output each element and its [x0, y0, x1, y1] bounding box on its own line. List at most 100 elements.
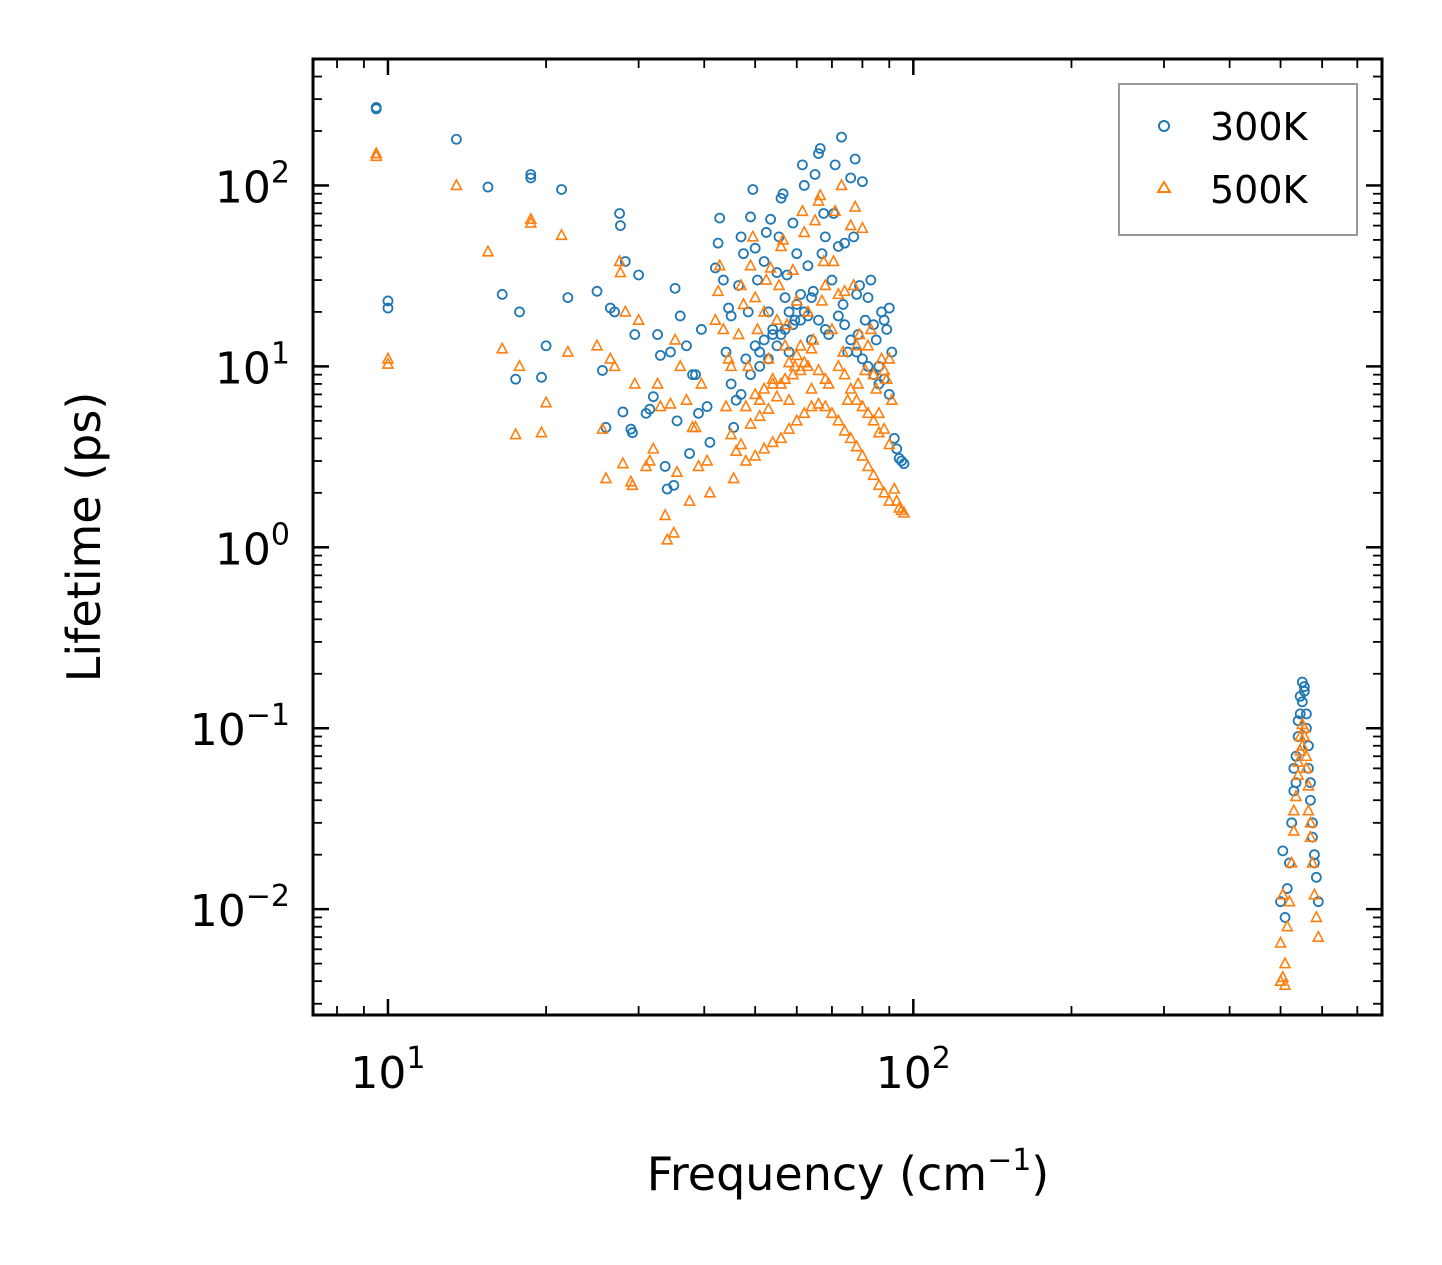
data-point-300k: [745, 211, 756, 223]
major-ticks: [313, 59, 1382, 1015]
data-point-300k: [701, 401, 713, 412]
data-point-300k: [878, 314, 890, 326]
data-point-500k: [838, 284, 851, 297]
data-point-500k: [872, 425, 886, 438]
data-point-500k: [603, 351, 617, 364]
data-point-300k: [536, 371, 547, 383]
data-point-500k: [812, 396, 825, 409]
data-point-500k: [668, 332, 682, 345]
data-point-500k: [734, 278, 748, 291]
data-point-500k: [838, 423, 851, 436]
data-point-500k: [1311, 929, 1325, 942]
data-point-500k: [856, 399, 869, 412]
data-point-500k: [819, 399, 832, 412]
data-point-500k: [658, 508, 672, 521]
data-point-500k: [815, 293, 829, 306]
x-tick-label: 101: [350, 1041, 425, 1099]
data-point-500k: [654, 399, 667, 412]
data-point-300k: [806, 292, 817, 303]
data-point-500k: [801, 359, 815, 372]
data-point-500k: [643, 453, 657, 466]
data-point-500k: [805, 381, 818, 394]
data-point-300k: [614, 208, 625, 219]
data-point-500k: [711, 284, 725, 297]
data-point-500k: [882, 351, 896, 364]
data-point-500k: [739, 453, 753, 466]
data-point-500k: [613, 254, 626, 267]
data-point-500k: [782, 421, 796, 434]
data-point-300k: [797, 159, 808, 171]
data-point-300k: [849, 153, 861, 165]
data-point-500k: [1287, 823, 1301, 836]
data-point-500k: [797, 225, 811, 238]
data-point-500k: [861, 338, 875, 351]
data-point-500k: [867, 468, 880, 481]
data-point-300k: [795, 288, 806, 300]
data-point-300k: [798, 180, 810, 191]
data-point-300k: [779, 292, 791, 303]
data-point-500k: [381, 356, 395, 369]
data-point-500k: [864, 322, 878, 335]
data-point-500k: [667, 525, 681, 538]
data-point-300k: [451, 133, 462, 145]
data-point-300k: [709, 262, 721, 274]
data-point-300k: [802, 260, 814, 272]
data-point-500k: [877, 485, 891, 498]
data-point-300k: [671, 415, 683, 427]
data-point-500k: [1276, 970, 1290, 983]
data-point-500k: [890, 493, 904, 506]
data-point-500k: [727, 471, 740, 484]
data-point-300k: [814, 143, 826, 154]
data-point-500k: [757, 304, 771, 317]
data-point-300k: [791, 248, 803, 260]
data-point-300k: [1310, 871, 1322, 883]
legend-label-300k: 300K: [1210, 105, 1309, 149]
data-point-500k: [790, 293, 804, 306]
data-point-500k: [695, 376, 708, 389]
series-500k-points: [369, 146, 1325, 990]
data-point-300k: [690, 369, 701, 381]
data-point-500k: [535, 425, 548, 438]
data-point-300k: [629, 329, 641, 340]
data-point-300k: [735, 231, 747, 243]
data-point-300k: [783, 306, 795, 318]
data-point-300k: [1277, 845, 1289, 857]
data-point-500k: [766, 435, 780, 448]
data-point-500k: [647, 441, 660, 454]
data-point-500k: [651, 376, 664, 389]
data-point-500k: [776, 232, 790, 245]
data-point-500k: [689, 420, 702, 433]
data-point-500k: [836, 344, 850, 357]
data-point-300k: [735, 389, 747, 400]
data-point-300k: [813, 314, 824, 326]
data-point-500k: [539, 395, 553, 408]
data-point-500k: [1285, 855, 1298, 868]
y-tick-label: 10−1: [190, 698, 290, 756]
data-point-500k: [596, 421, 609, 434]
data-point-500k: [1306, 855, 1319, 868]
data-point-500k: [887, 481, 901, 494]
data-point-300k: [704, 437, 716, 448]
data-point-500k: [827, 254, 840, 267]
data-point-500k: [856, 221, 869, 234]
data-point-500k: [851, 376, 865, 389]
data-point-300k: [819, 231, 831, 243]
data-point-500k: [875, 351, 888, 364]
data-point-300k: [749, 340, 761, 352]
data-point-300k: [1286, 817, 1298, 829]
data-point-300k: [525, 169, 537, 180]
data-point-300k: [725, 378, 737, 390]
data-point-500k: [770, 312, 784, 325]
data-point-500k: [1278, 977, 1292, 990]
data-point-300k: [845, 334, 857, 346]
data-point-500k: [805, 341, 818, 354]
data-point-300k: [758, 256, 770, 267]
data-point-300k: [684, 448, 695, 459]
data-point-300k: [1275, 896, 1286, 908]
data-point-500k: [703, 485, 717, 498]
data-point-500k: [832, 413, 845, 426]
data-point-500k: [753, 393, 767, 406]
y-axis-label: Lifetime (ps): [57, 392, 111, 683]
data-point-500k: [717, 322, 730, 335]
data-point-300k: [826, 274, 838, 286]
